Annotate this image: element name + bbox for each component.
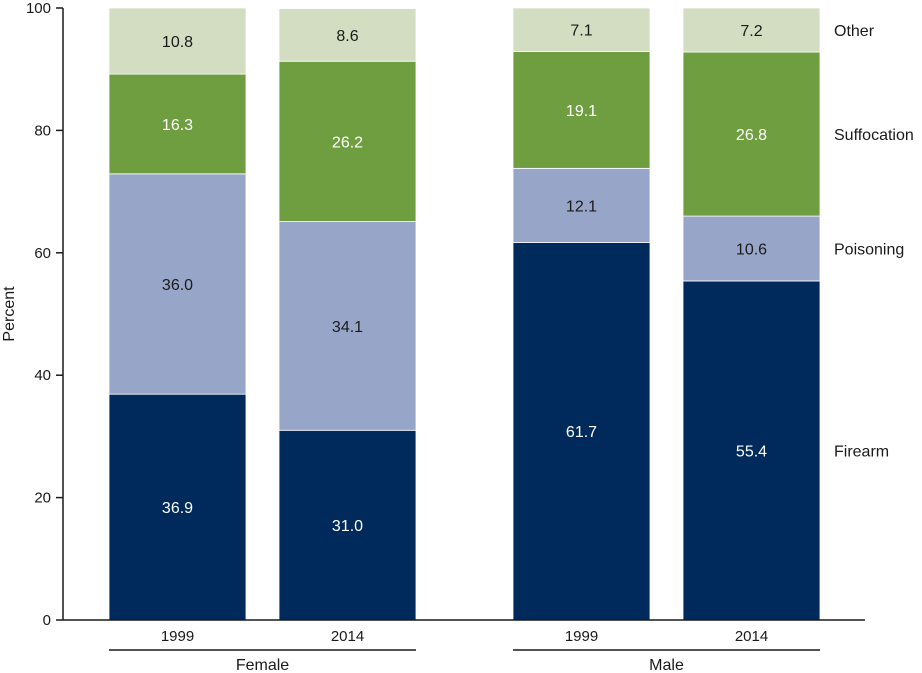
data-label: 36.9: [162, 500, 193, 517]
legend-item-poisoning: Poisoning: [834, 242, 904, 259]
bar-segment-firearm: [512, 241, 651, 621]
y-tick-label: 60: [34, 245, 51, 262]
data-label: 10.8: [162, 34, 193, 51]
data-label: 19.1: [566, 103, 597, 120]
data-label: 31.0: [332, 518, 363, 535]
data-label: 61.7: [566, 424, 597, 441]
data-label: 26.8: [736, 127, 767, 144]
legend-item-firearm: Firearm: [834, 443, 889, 460]
bar-segment-suffocation: [682, 51, 821, 217]
data-label: 26.2: [332, 134, 363, 151]
legend-item-other: Other: [834, 23, 875, 40]
data-label: 12.1: [566, 198, 597, 215]
data-label: 36.0: [162, 277, 193, 294]
y-tick-label: 40: [34, 367, 51, 384]
legend-item-suffocation: Suffocation: [834, 127, 914, 144]
bar-segment-suffocation: [278, 60, 417, 222]
data-label: 7.1: [570, 23, 592, 40]
x-tick-label: 1999: [161, 628, 194, 645]
data-label: 34.1: [332, 319, 363, 336]
bar-segment-other: [682, 7, 821, 53]
bar-segment-poisoning: [512, 167, 651, 243]
bar-segment-suffocation: [512, 51, 651, 169]
y-tick-label: 0: [43, 612, 51, 629]
bar-segment-poisoning: [278, 221, 417, 431]
y-tick-label: 100: [26, 0, 51, 17]
y-axis-title: Percent: [1, 286, 18, 342]
x-tick-label: 2014: [331, 628, 364, 645]
data-label: 16.3: [162, 117, 193, 134]
data-label: 8.6: [336, 28, 358, 45]
bar-segment-suffocation: [108, 73, 247, 175]
bar-segment-other: [278, 8, 417, 62]
group-label: Female: [236, 657, 289, 673]
bar-segment-poisoning: [682, 215, 821, 282]
group-label: Male: [649, 657, 684, 673]
bar-segment-other: [512, 7, 651, 52]
x-axis: 1999 2014 Female 1999 2014 Male: [63, 619, 865, 673]
bar-segment-other: [108, 7, 247, 75]
data-label: 55.4: [736, 443, 767, 460]
y-tick-label: 80: [34, 122, 51, 139]
bar-segment-firearm: [682, 280, 821, 621]
y-axis: 0 20 40 60 80 100 Percent: [1, 0, 64, 629]
data-label: 7.2: [740, 23, 762, 40]
x-tick-label: 2014: [735, 628, 768, 645]
bar-segment-poisoning: [108, 173, 247, 395]
bar-segment-firearm: [278, 429, 417, 621]
y-tick-label: 20: [34, 490, 51, 507]
x-tick-label: 1999: [565, 628, 598, 645]
bars: 36.9 36.0 16.3 10.8 31.0 34.1 26.2 8.6 61.7 12.1 1…: [108, 7, 821, 621]
legend: Firearm Poisoning Suffocation Other: [834, 23, 914, 460]
data-label: 10.6: [736, 242, 767, 259]
